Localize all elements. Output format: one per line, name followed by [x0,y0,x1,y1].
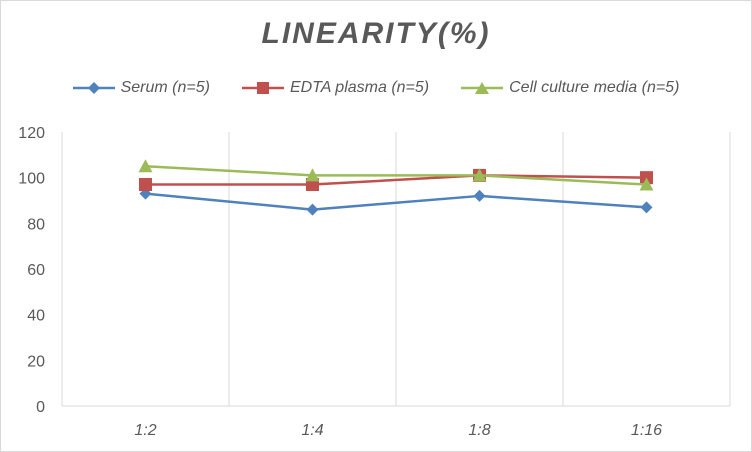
y-tick-label: 80 [27,216,45,233]
data-point-square [139,178,152,192]
legend-label-cell-culture-media: Cell culture media (n=5) [509,79,680,96]
data-point-triangle [472,168,487,182]
legend-marker-serum [72,82,115,94]
data-point-triangle [639,177,654,191]
data-point-diamond [640,201,653,214]
x-tick-label: 1:8 [468,422,490,439]
series-line [145,192,647,211]
series-line [145,165,647,186]
legend-label-edta-plasma: EDTA plasma (n=5) [289,79,430,96]
data-point-triangle [138,159,153,173]
legend-item-edta-plasma: EDTA plasma (n=5) [241,79,430,97]
y-tick-label: 120 [18,125,45,142]
legend-marker-edta-plasma [241,82,284,94]
legend-label-serum: Serum (n=5) [120,79,210,96]
x-tick-label: 1:4 [301,422,323,439]
data-point-triangle [305,168,320,182]
y-tick-label: 0 [36,399,45,416]
legend-marker-cell-culture-media [461,82,504,94]
y-tick-label: 100 [18,171,45,188]
y-tick-label: 40 [27,308,45,325]
series-line [145,174,647,186]
x-tick-label: 1:2 [134,422,156,439]
data-point-diamond [306,203,319,216]
chart-title: LINEARITY(%) [261,17,491,50]
y-tick-label: 20 [27,353,45,370]
data-point-diamond [473,189,486,202]
legend-item-cell-culture-media: Cell culture media (n=5) [461,79,679,97]
legend: Serum (n=5) EDTA plasma (n=5) Cell cultu… [1,79,751,97]
x-tick-label: 1:16 [631,422,662,439]
y-tick-label: 60 [27,262,45,279]
legend-item-serum: Serum (n=5) [72,79,210,97]
